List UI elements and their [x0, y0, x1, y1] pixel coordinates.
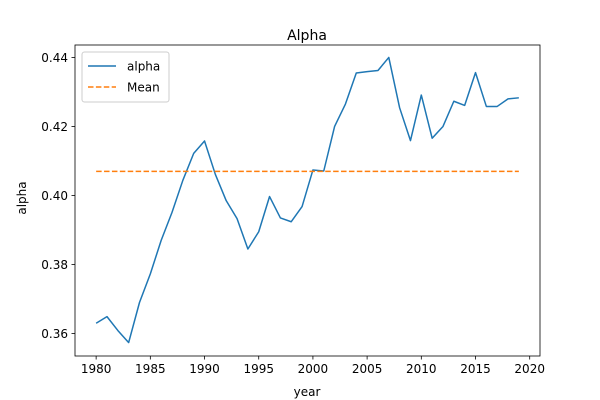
x-tick-label: 2005	[352, 362, 383, 376]
x-tick-label: 2000	[298, 362, 329, 376]
legend-label-mean: Mean	[127, 81, 160, 95]
y-tick-label: 0.44	[41, 51, 68, 65]
chart-title: Alpha	[287, 28, 327, 44]
y-tick-label: 0.38	[41, 258, 68, 272]
x-tick-label: 2015	[460, 362, 491, 376]
x-tick-label: 2020	[514, 362, 545, 376]
x-tick-label: 1985	[135, 362, 166, 376]
x-tick-label: 1995	[243, 362, 274, 376]
y-axis-label: alpha	[15, 181, 29, 214]
series-layer	[95, 56, 519, 344]
axes-frame	[74, 44, 541, 357]
legend-label-alpha: alpha	[127, 60, 160, 74]
legend-box	[81, 51, 170, 103]
series-line-alpha	[95, 56, 519, 344]
y-tick-label: 0.36	[41, 327, 68, 341]
legend: alpha Mean	[81, 51, 170, 103]
y-tick-label: 0.40	[41, 189, 68, 203]
x-tick-label: 2010	[406, 362, 437, 376]
axes-layer: 1980 1985 1990 1995 2000 2005 2010 2015 2020 0.36…	[41, 44, 545, 376]
x-axis-label: year	[294, 385, 321, 399]
x-tick-label: 1990	[189, 362, 220, 376]
x-tick-label: 1980	[81, 362, 112, 376]
y-tick-label: 0.42	[41, 120, 68, 134]
